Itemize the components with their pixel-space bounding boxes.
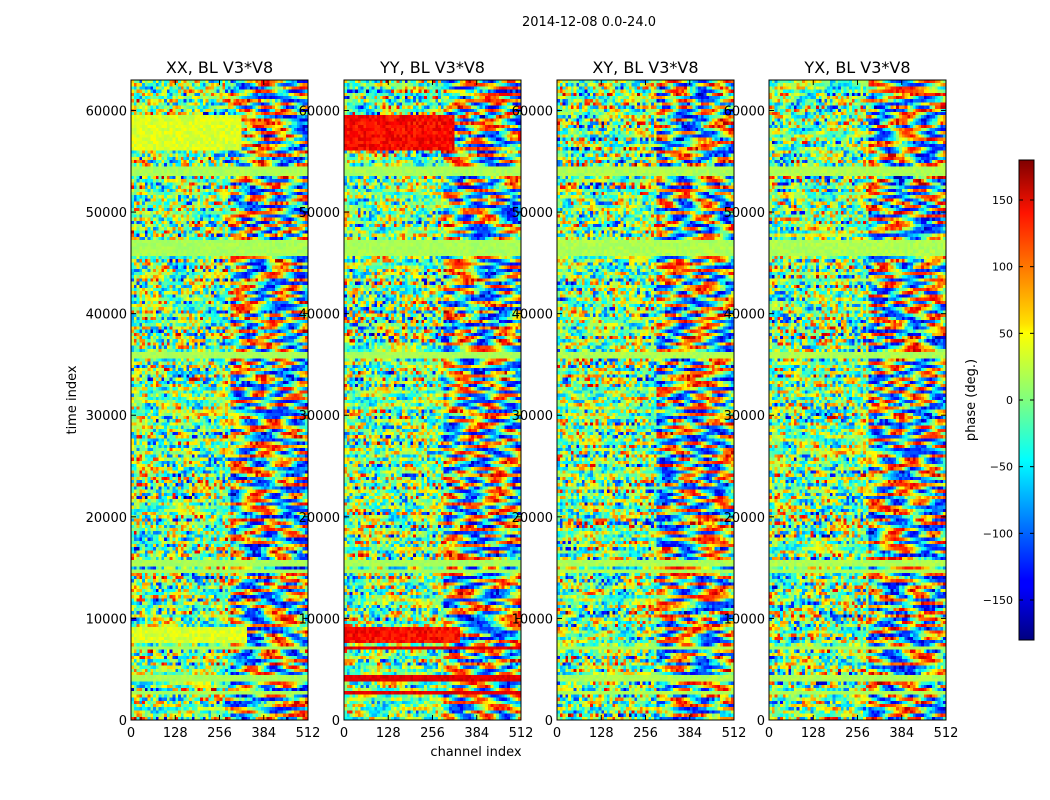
y-tick-label: 60000 [724, 104, 765, 119]
x-tick-label: 384 [889, 726, 914, 741]
y-tick-label: 10000 [86, 612, 127, 627]
figure-suptitle: 2014-12-08 0.0-24.0 [522, 15, 656, 30]
panel-yy: YY, BL V3*V8 0 128 256 384 512 0 10000 20000 3000… [299, 58, 534, 741]
heatmap-xx [131, 80, 308, 720]
x-tick-label: 0 [553, 726, 561, 741]
panel-title: XX, BL V3*V8 [166, 58, 273, 77]
y-tick-label: 50000 [512, 206, 553, 221]
x-tick-label: 0 [340, 726, 348, 741]
y-tick-label: 0 [119, 714, 127, 729]
y-tick-label: 20000 [86, 511, 127, 526]
y-tick-label: 40000 [724, 308, 765, 323]
colorbar-ticks: −150 −100 −50 0 50 100 150 [983, 194, 1034, 607]
y-tick-label: 10000 [512, 612, 553, 627]
x-tick-label: 128 [801, 726, 826, 741]
panel-xy: XY, BL V3*V8 0 128 256 384 512 0 10000 20000 3000… [512, 58, 747, 741]
y-tick-label: 30000 [512, 409, 553, 424]
colorbar-tick-label: 150 [992, 194, 1013, 207]
y-tick-label: 20000 [299, 511, 340, 526]
y-tick-label: 0 [545, 714, 553, 729]
x-tick-label: 256 [420, 726, 445, 741]
x-tick-label: 0 [765, 726, 773, 741]
x-tick-label: 256 [633, 726, 658, 741]
y-tick-label: 10000 [724, 612, 765, 627]
x-tick-label: 512 [296, 726, 321, 741]
y-tick-label: 60000 [512, 104, 553, 119]
y-tick-label: 60000 [299, 104, 340, 119]
colorbar-tick-label: −100 [983, 527, 1013, 540]
x-tick-label: 128 [376, 726, 401, 741]
panels-group: XX, BL V3*V8 0 128 256 384 512 0 10000 20000 3000… [86, 58, 959, 741]
colorbar-tick-label: −150 [983, 594, 1013, 607]
y-tick-label: 20000 [512, 511, 553, 526]
x-tick-label: 256 [207, 726, 232, 741]
colorbar-tick-label: 100 [992, 261, 1013, 274]
x-axis-label: channel index [430, 745, 521, 760]
y-tick-label: 50000 [724, 206, 765, 221]
y-tick-label: 30000 [724, 409, 765, 424]
colorbar: −150 −100 −50 0 50 100 150 phase (deg.) [964, 159, 1035, 641]
panel-title: YY, BL V3*V8 [379, 58, 485, 77]
x-tick-label: 256 [845, 726, 870, 741]
y-tick-label: 60000 [86, 104, 127, 119]
y-tick-label: 20000 [724, 511, 765, 526]
x-tick-label: 512 [722, 726, 747, 741]
panel-yx: YX, BL V3*V8 0 128 256 384 512 0 10000 20000 3000… [724, 58, 959, 741]
y-tick-label: 40000 [512, 308, 553, 323]
x-tick-label: 128 [163, 726, 188, 741]
heatmap-yx [769, 80, 946, 720]
y-tick-label: 50000 [299, 206, 340, 221]
x-tick-label: 384 [251, 726, 276, 741]
x-tick-label: 512 [509, 726, 534, 741]
colorbar-tick-label: 0 [1006, 394, 1013, 407]
colorbar-tick-label: −50 [990, 461, 1013, 474]
heatmap-yy [344, 80, 521, 720]
x-tick-label: 128 [589, 726, 614, 741]
x-tick-label: 0 [127, 726, 135, 741]
y-tick-label: 0 [332, 714, 340, 729]
x-tick-label: 384 [677, 726, 702, 741]
y-tick-label: 0 [757, 714, 765, 729]
y-tick-label: 40000 [86, 308, 127, 323]
panel-xx: XX, BL V3*V8 0 128 256 384 512 0 10000 20000 3000… [86, 58, 321, 741]
y-tick-label: 40000 [299, 308, 340, 323]
y-tick-label: 10000 [299, 612, 340, 627]
y-tick-label: 50000 [86, 206, 127, 221]
x-tick-label: 512 [934, 726, 959, 741]
y-axis-label: time index [65, 365, 80, 434]
colorbar-label: phase (deg.) [964, 359, 979, 441]
y-tick-label: 30000 [299, 409, 340, 424]
y-tick-label: 30000 [86, 409, 127, 424]
x-tick-label: 384 [464, 726, 489, 741]
colorbar-tick-label: 50 [999, 327, 1013, 340]
panel-title: XY, BL V3*V8 [592, 58, 698, 77]
panel-title: YX, BL V3*V8 [803, 58, 910, 77]
heatmap-xy [557, 80, 734, 720]
